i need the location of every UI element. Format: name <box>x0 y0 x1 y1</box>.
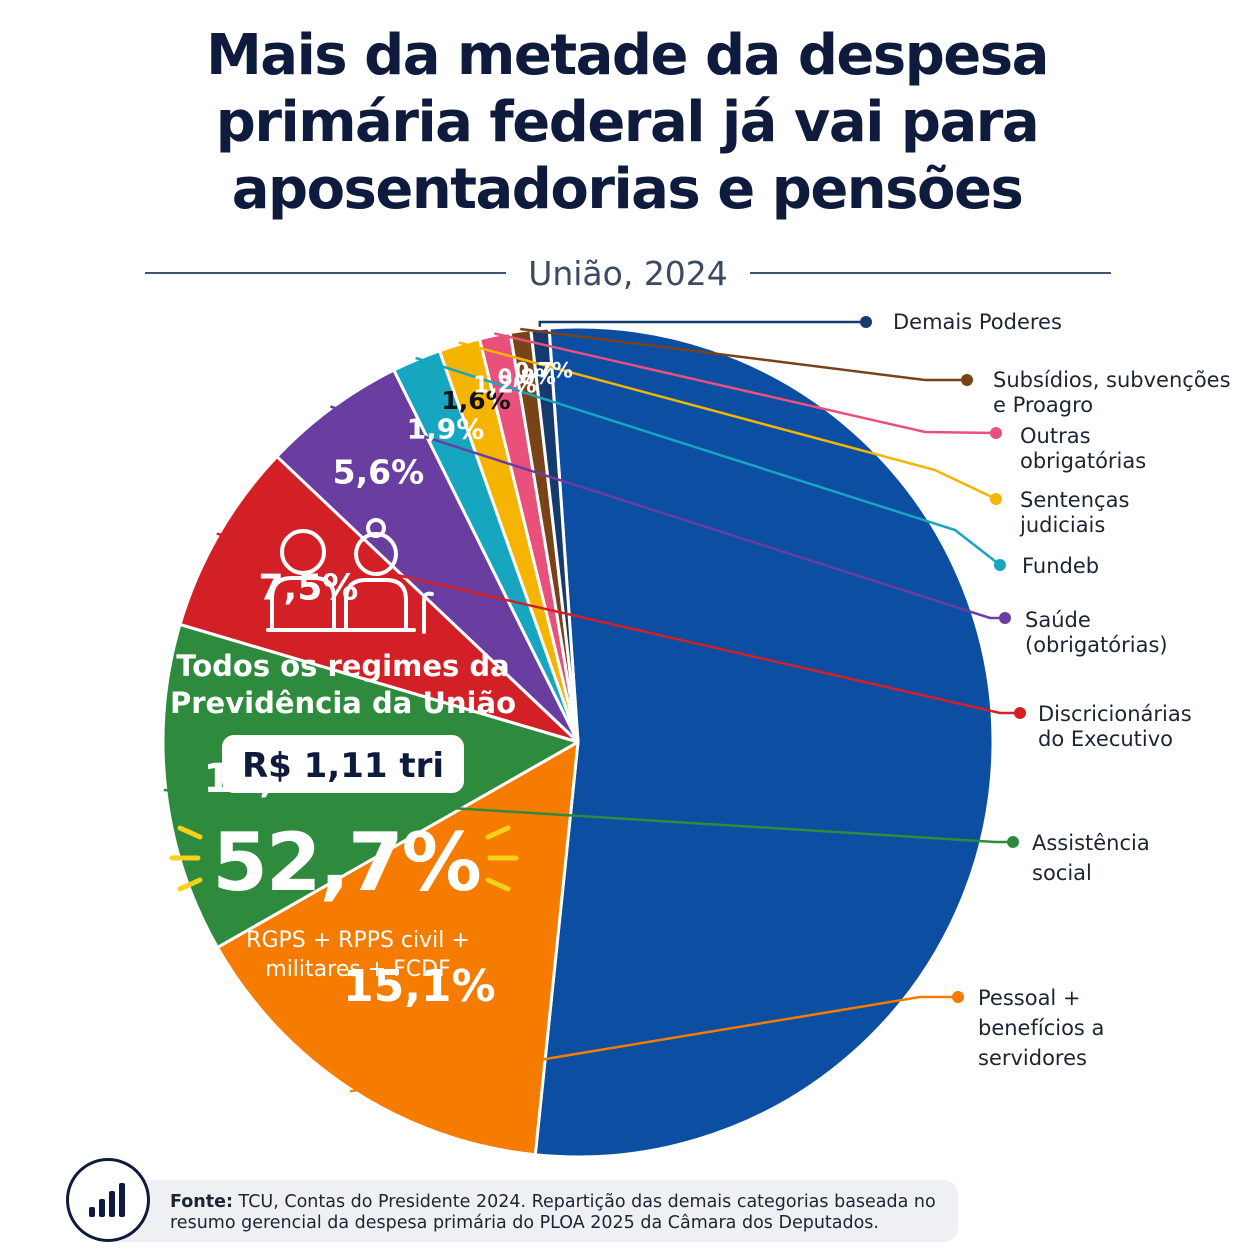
title-line-3: aposentadorias e pensões <box>231 157 1024 222</box>
center-share: 52,7% <box>212 816 480 909</box>
subtitle-rule-right <box>749 272 1111 274</box>
legend-dot-pessoal-beneficios-a-servidores <box>952 991 964 1003</box>
center-callout: Todos os regimes da Previdência da União… <box>169 518 519 982</box>
legend-dot-demais-poderes <box>860 316 872 328</box>
leader-demais-poderes <box>538 320 866 327</box>
legend-dot-sentencas-judiciais <box>990 493 1002 505</box>
leader-sentencas-judiciais <box>458 341 997 501</box>
slice-label-subsidios-subvencoes-e-proagro: 0,8% <box>498 365 556 389</box>
leader-outras-obrigatorias <box>494 332 997 435</box>
slice-label-demais-poderes: 0,7% <box>515 359 573 383</box>
legend-label-outras-obrigatorias: Outras obrigatórias <box>1020 424 1146 473</box>
title-line-1: Mais da metade da despesa <box>206 23 1049 88</box>
leader-subsidios-subvencoes-e-proagro <box>520 327 967 382</box>
slice-label-saude-obrigatorias: 5,6% <box>333 452 425 491</box>
center-label-line-1: Todos os regimes da <box>176 649 509 683</box>
slice-pessoal-beneficios-a-servidores <box>215 740 580 1157</box>
chart-title: Mais da metade da despesa primária feder… <box>0 22 1254 223</box>
legend-label-saude-obrigatorias: Saúde (obrigatórias) <box>1025 608 1168 657</box>
legend: Pessoal + benefícios a servidores Assistênc… <box>860 310 1231 1070</box>
source-footer: Fonte: TCU, Contas do Presidente 2024. R… <box>66 1158 958 1242</box>
legend-label-pessoal-beneficios-a-servidores: Pessoal + benefícios a servidores <box>978 986 1104 1070</box>
source-text: Fonte: TCU, Contas do Presidente 2024. R… <box>170 1192 950 1234</box>
leader-fundeb <box>415 356 1001 566</box>
legend-label-assistencia-social: Assistência social <box>1032 831 1150 885</box>
legend-dot-fundeb <box>994 559 1006 571</box>
pie-slices <box>161 325 995 1159</box>
center-note-line-1: RGPS + RPPS civil + <box>246 928 470 953</box>
bar-chart-icon <box>66 1158 150 1242</box>
legend-label-sentencas-judiciais: Sentenças judiciais <box>1019 488 1129 537</box>
slice-label-sentencas-judiciais: 1,6% <box>441 386 510 415</box>
elderly-couple-icon <box>266 518 434 634</box>
slice-label-pessoal-beneficios-a-servidores: 15,1% <box>343 961 496 1012</box>
slice-todos-os-regimes-da-previdencia-da-uniao <box>533 325 995 1159</box>
slice-label-fundeb: 1,9% <box>407 413 485 446</box>
legend-dot-discricionarias-do-executivo <box>1014 707 1026 719</box>
center-note-line-2: militares + FCDF <box>265 957 450 982</box>
legend-label-demais-poderes: Demais Poderes <box>893 310 1062 334</box>
leader-discricionarias-do-executivo <box>216 532 1020 715</box>
leader-pessoal-beneficios-a-servidores <box>349 995 958 1093</box>
subtitle-row: União, 2024 <box>145 250 1111 296</box>
center-label-line-2: Previdência da União <box>170 686 516 720</box>
source-label: Fonte: <box>170 1192 233 1212</box>
legend-label-subsidios-subvencoes-e-proagro: Subsídios, subvenções e Proagro <box>993 368 1231 417</box>
chart-subtitle: União, 2024 <box>528 253 728 293</box>
subtitle-rule-left <box>145 272 507 274</box>
pie-chart: 15,1%12,8%7,5%5,6%1,9%1,6%1,2%0,8%0,7% P… <box>161 310 1231 1159</box>
legend-dot-outras-obrigatorias <box>990 427 1002 439</box>
legend-label-discricionarias-do-executivo: Discricionárias do Executivo <box>1038 702 1192 751</box>
amount-badge <box>222 735 464 793</box>
title-line-2: primária federal já vai para <box>215 90 1040 155</box>
legend-dot-saude-obrigatorias <box>999 612 1011 624</box>
legend-dot-subsidios-subvencoes-e-proagro <box>961 374 973 386</box>
slice-label-outras-obrigatorias: 1,2% <box>473 373 537 399</box>
legend-label-fundeb: Fundeb <box>1022 554 1099 578</box>
center-amount: R$ 1,11 tri <box>242 746 444 786</box>
legend-dot-assistencia-social <box>1007 836 1019 848</box>
source-body: TCU, Contas do Presidente 2024. Repartiç… <box>170 1192 936 1233</box>
sparkle-icon <box>169 825 519 892</box>
